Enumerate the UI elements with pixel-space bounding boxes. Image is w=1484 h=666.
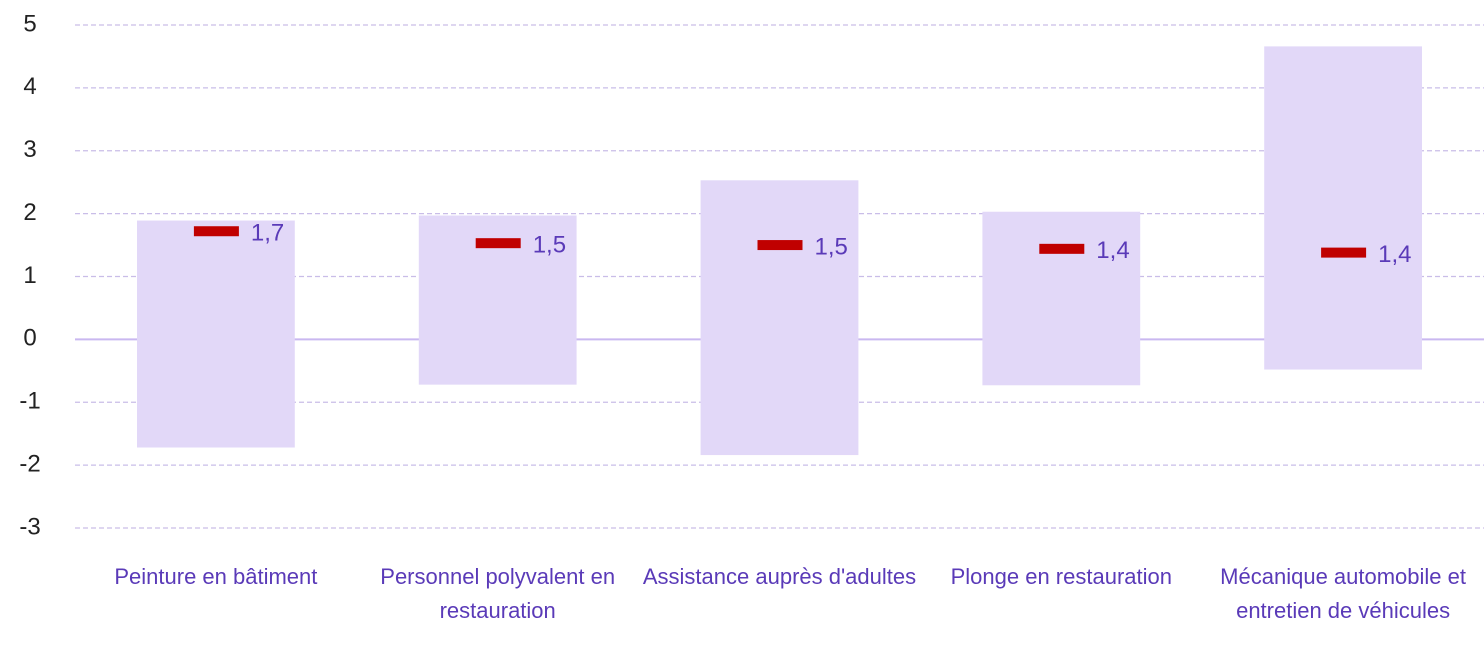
y-tick-label: 4 — [23, 73, 36, 100]
x-tick-label: Plonge en restauration — [950, 564, 1172, 589]
range-bar — [1264, 46, 1423, 370]
data-label: 1,4 — [1378, 241, 1411, 268]
y-tick-label: 1 — [23, 262, 36, 289]
x-tick-label: Peinture en bâtiment — [114, 564, 318, 589]
y-tick-label: -2 — [19, 450, 40, 477]
data-label: 1,5 — [815, 233, 848, 260]
range-bar — [136, 220, 295, 448]
y-tick-label: 0 — [23, 325, 36, 352]
y-tick-label: -1 — [19, 388, 40, 415]
range-bar — [700, 180, 859, 456]
y-tick-label: 3 — [23, 136, 36, 163]
data-label: 1,7 — [251, 220, 284, 247]
marker — [1039, 243, 1085, 254]
marker — [757, 240, 803, 251]
x-tick-label: Personnel polyvalent en restauration — [380, 564, 616, 623]
range-bar — [982, 211, 1141, 386]
x-tick-label: Mécanique automobile et entretien de véh… — [1220, 564, 1466, 623]
marker — [475, 238, 521, 249]
marker — [1321, 247, 1367, 258]
marker — [193, 226, 239, 237]
data-label: 1,4 — [1096, 237, 1129, 264]
data-label: 1,5 — [533, 232, 566, 259]
y-tick-label: 5 — [23, 10, 36, 37]
y-tick-label: -3 — [19, 513, 40, 540]
y-tick-label: 2 — [23, 199, 36, 226]
x-tick-label: Assistance auprès d'adultes — [642, 564, 917, 589]
